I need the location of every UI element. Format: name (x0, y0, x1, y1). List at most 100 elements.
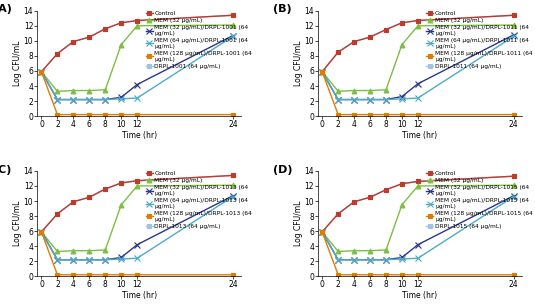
MEM (128 μg/mL)/DRPL-1013 (64
μg/mL) (102, 273, 109, 277)
MEM (64 μg/mL)/DRPL-1001 (64
μg/mL) (38, 70, 44, 74)
Line: MEM (32 μg/mL)/DRPL-1011 (64
μg/mL): MEM (32 μg/mL)/DRPL-1011 (64 μg/mL) (319, 32, 516, 102)
MEM (32 μg/mL) (134, 24, 140, 28)
MEM (32 μg/mL) (86, 89, 93, 92)
MEM (32 μg/mL) (70, 249, 77, 253)
Legend: Control, MEM (32 μg/mL), MEM (32 μg/mL)/DRPL-1013 (64
μg/mL), MEM (64 μg/mL)/DRP: Control, MEM (32 μg/mL), MEM (32 μg/mL)/… (143, 169, 255, 231)
MEM (128 μg/mL)/DRPL-1001 (64
μg/mL) (118, 113, 125, 116)
MEM (128 μg/mL)/DRPL-1001 (64
μg/mL) (102, 113, 109, 116)
DRPL-1011 (64 μg/mL) (399, 21, 405, 25)
MEM (64 μg/mL)/DRPL-1015 (64
μg/mL) (510, 195, 517, 198)
MEM (64 μg/mL)/DRPL-1015 (64
μg/mL) (351, 258, 357, 262)
MEM (128 μg/mL)/DRPL-1011 (64
μg/mL) (319, 70, 325, 74)
DRPL-1013 (64 μg/mL) (38, 230, 44, 234)
MEM (64 μg/mL)/DRPL-1015 (64
μg/mL) (415, 256, 421, 260)
DRPL-1013 (64 μg/mL) (134, 179, 140, 183)
MEM (128 μg/mL)/DRPL-1015 (64
μg/mL) (383, 273, 389, 277)
Control (367, 35, 373, 39)
MEM (32 μg/mL)/DRPL-1011 (64
μg/mL) (510, 33, 517, 37)
Control (383, 188, 389, 192)
MEM (32 μg/mL)/DRPL-1001 (64
μg/mL) (230, 34, 236, 37)
DRPL-1011 (64 μg/mL) (319, 70, 325, 74)
MEM (32 μg/mL) (351, 89, 357, 92)
MEM (32 μg/mL) (118, 203, 125, 207)
MEM (32 μg/mL) (319, 230, 325, 234)
Text: (C): (C) (0, 165, 11, 175)
Control (319, 230, 325, 234)
DRPL-1001 (64 μg/mL) (134, 19, 140, 22)
Control (415, 180, 421, 183)
Legend: Control, MEM (32 μg/mL), MEM (32 μg/mL)/DRPL-1001 (64
μg/mL), MEM (64 μg/mL)/DRP: Control, MEM (32 μg/mL), MEM (32 μg/mL)/… (143, 9, 255, 71)
MEM (32 μg/mL)/DRPL-1015 (64
μg/mL) (399, 256, 405, 259)
MEM (32 μg/mL)/DRPL-1001 (64
μg/mL) (118, 95, 125, 99)
MEM (128 μg/mL)/DRPL-1013 (64
μg/mL) (86, 273, 93, 277)
Control (54, 52, 60, 56)
Line: MEM (128 μg/mL)/DRPL-1015 (64
μg/mL): MEM (128 μg/mL)/DRPL-1015 (64 μg/mL) (320, 229, 516, 277)
MEM (32 μg/mL) (335, 89, 341, 93)
MEM (64 μg/mL)/DRPL-1013 (64
μg/mL) (102, 258, 109, 262)
MEM (64 μg/mL)/DRPL-1013 (64
μg/mL) (230, 195, 236, 198)
MEM (64 μg/mL)/DRPL-1001 (64
μg/mL) (86, 98, 93, 101)
MEM (64 μg/mL)/DRPL-1001 (64
μg/mL) (102, 98, 109, 101)
Line: DRPL-1015 (64 μg/mL): DRPL-1015 (64 μg/mL) (320, 174, 516, 234)
Control (118, 181, 125, 185)
Control (102, 27, 109, 31)
Control (38, 230, 44, 234)
MEM (64 μg/mL)/DRPL-1011 (64
μg/mL) (415, 96, 421, 100)
MEM (32 μg/mL)/DRPL-1015 (64
μg/mL) (351, 258, 357, 262)
MEM (128 μg/mL)/DRPL-1013 (64
μg/mL) (134, 273, 140, 277)
Control (510, 14, 517, 17)
MEM (32 μg/mL)/DRPL-1001 (64
μg/mL) (54, 98, 60, 101)
X-axis label: Time (hr): Time (hr) (402, 291, 438, 300)
MEM (32 μg/mL) (415, 24, 421, 28)
MEM (32 μg/mL) (70, 89, 77, 92)
Control (230, 173, 236, 177)
MEM (128 μg/mL)/DRPL-1011 (64
μg/mL) (399, 113, 405, 116)
MEM (128 μg/mL)/DRPL-1013 (64
μg/mL) (70, 273, 77, 277)
Line: DRPL-1011 (64 μg/mL): DRPL-1011 (64 μg/mL) (320, 13, 516, 74)
MEM (64 μg/mL)/DRPL-1015 (64
μg/mL) (367, 258, 373, 262)
MEM (32 μg/mL)/DRPL-1011 (64
μg/mL) (399, 95, 405, 99)
DRPL-1001 (64 μg/mL) (38, 70, 44, 74)
DRPL-1001 (64 μg/mL) (230, 14, 236, 17)
Control (86, 196, 93, 199)
DRPL-1001 (64 μg/mL) (54, 52, 60, 56)
MEM (128 μg/mL)/DRPL-1015 (64
μg/mL) (351, 273, 357, 277)
MEM (32 μg/mL)/DRPL-1015 (64
μg/mL) (319, 230, 325, 234)
MEM (128 μg/mL)/DRPL-1001 (64
μg/mL) (54, 113, 60, 116)
MEM (64 μg/mL)/DRPL-1013 (64
μg/mL) (86, 258, 93, 262)
Line: MEM (64 μg/mL)/DRPL-1013 (64
μg/mL): MEM (64 μg/mL)/DRPL-1013 (64 μg/mL) (39, 194, 236, 262)
MEM (128 μg/mL)/DRPL-1001 (64
μg/mL) (230, 113, 236, 116)
DRPL-1015 (64 μg/mL) (335, 212, 341, 216)
MEM (32 μg/mL) (86, 249, 93, 253)
MEM (32 μg/mL) (102, 248, 109, 252)
Line: MEM (128 μg/mL)/DRPL-1001 (64
μg/mL): MEM (128 μg/mL)/DRPL-1001 (64 μg/mL) (39, 69, 235, 117)
MEM (64 μg/mL)/DRPL-1011 (64
μg/mL) (335, 98, 341, 101)
MEM (32 μg/mL)/DRPL-1013 (64
μg/mL) (134, 243, 140, 247)
Line: MEM (64 μg/mL)/DRPL-1015 (64
μg/mL): MEM (64 μg/mL)/DRPL-1015 (64 μg/mL) (319, 194, 516, 262)
MEM (32 μg/mL) (415, 184, 421, 188)
MEM (128 μg/mL)/DRPL-1015 (64
μg/mL) (335, 273, 341, 277)
Control (335, 212, 341, 216)
MEM (128 μg/mL)/DRPL-1011 (64
μg/mL) (367, 113, 373, 116)
DRPL-1011 (64 μg/mL) (351, 40, 357, 44)
MEM (32 μg/mL) (383, 248, 389, 252)
MEM (128 μg/mL)/DRPL-1015 (64
μg/mL) (367, 273, 373, 277)
MEM (32 μg/mL)/DRPL-1011 (64
μg/mL) (415, 82, 421, 86)
Line: Control: Control (39, 13, 235, 74)
MEM (128 μg/mL)/DRPL-1011 (64
μg/mL) (351, 113, 357, 116)
MEM (64 μg/mL)/DRPL-1011 (64
μg/mL) (383, 98, 389, 101)
MEM (64 μg/mL)/DRPL-1011 (64
μg/mL) (367, 98, 373, 101)
Control (319, 70, 325, 74)
DRPL-1013 (64 μg/mL) (118, 181, 125, 185)
X-axis label: Time (hr): Time (hr) (121, 131, 157, 140)
MEM (32 μg/mL)/DRPL-1001 (64
μg/mL) (102, 98, 109, 101)
MEM (32 μg/mL) (367, 89, 373, 92)
DRPL-1001 (64 μg/mL) (70, 40, 77, 44)
MEM (32 μg/mL)/DRPL-1015 (64
μg/mL) (367, 258, 373, 262)
MEM (32 μg/mL) (230, 23, 236, 27)
Line: DRPL-1001 (64 μg/mL): DRPL-1001 (64 μg/mL) (39, 13, 235, 74)
MEM (64 μg/mL)/DRPL-1015 (64
μg/mL) (399, 257, 405, 261)
MEM (32 μg/mL) (510, 183, 517, 187)
MEM (128 μg/mL)/DRPL-1011 (64
μg/mL) (415, 113, 421, 116)
DRPL-1015 (64 μg/mL) (351, 200, 357, 204)
